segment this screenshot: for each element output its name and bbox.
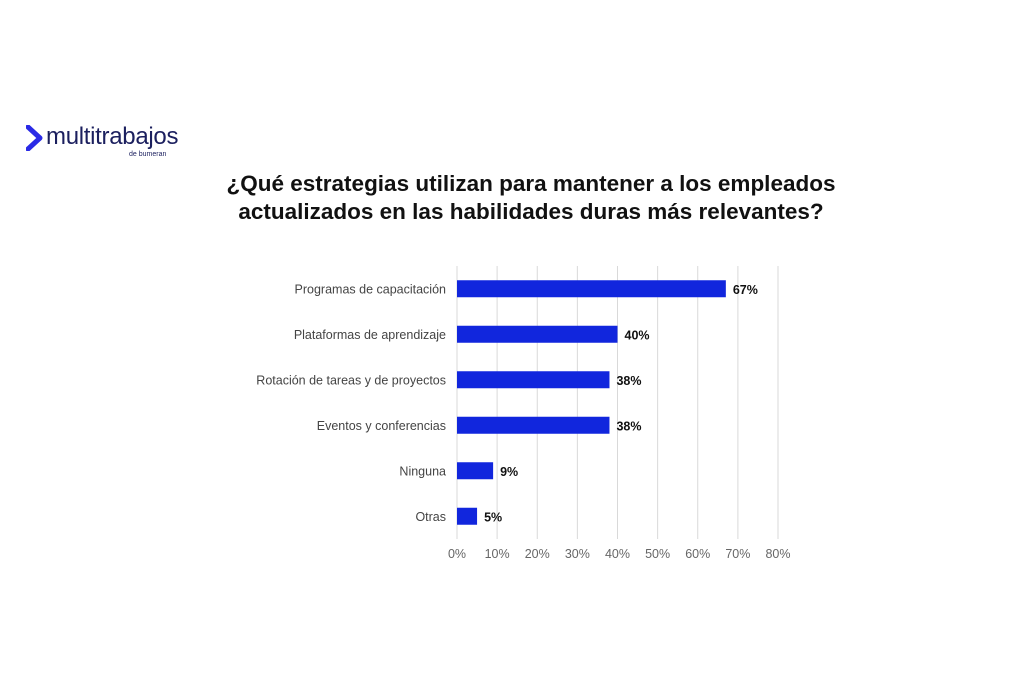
value-label: 38% [616, 374, 641, 388]
chart-title: ¿Qué estrategias utilizan para mantener … [0, 170, 1024, 226]
x-tick-label: 70% [725, 547, 750, 561]
category-label: Ninguna [399, 464, 446, 478]
x-axis-tick-labels: 0% 10% 20% 30% 40% 50% 60% 70% 80% [448, 547, 791, 561]
bar [457, 371, 610, 389]
bar [457, 325, 618, 343]
x-tick-label: 30% [565, 547, 590, 561]
category-labels: Programas de capacitación Plataformas de … [256, 282, 446, 524]
category-label: Rotación de tareas y de proyectos [256, 373, 446, 387]
bar [457, 507, 478, 525]
value-label: 9% [500, 465, 518, 479]
value-label: 67% [733, 283, 758, 297]
category-label: Eventos y conferencias [317, 419, 446, 433]
logo-wordmark: multitrabajos [46, 123, 179, 150]
chart-title-line-2: actualizados en las habilidades duras má… [238, 199, 824, 224]
x-tick-label: 40% [605, 547, 630, 561]
chevron-logo-icon [26, 125, 43, 151]
x-tick-label: 10% [485, 547, 510, 561]
gridlines [456, 266, 779, 539]
category-label: Otras [415, 510, 446, 524]
category-label: Plataformas de aprendizaje [294, 328, 446, 342]
value-label: 40% [625, 328, 650, 342]
value-labels: 67% 40% 38% 38% 9% 5% [484, 283, 758, 525]
x-tick-label: 50% [645, 547, 670, 561]
x-tick-label: 60% [685, 547, 710, 561]
value-label: 38% [616, 419, 641, 433]
brand-logo: multitrabajos de bumeran [26, 122, 226, 162]
chart-title-line-1: ¿Qué estrategias utilizan para mantener … [226, 171, 836, 196]
x-tick-label: 0% [448, 547, 466, 561]
bar [457, 416, 610, 434]
logo-tagline: de bumeran [129, 151, 167, 158]
bar [457, 462, 494, 480]
x-tick-label: 80% [765, 547, 790, 561]
bars [457, 280, 726, 525]
bar [457, 280, 726, 298]
x-tick-label: 20% [525, 547, 550, 561]
category-label: Programas de capacitación [295, 282, 447, 296]
value-label: 5% [484, 510, 502, 524]
